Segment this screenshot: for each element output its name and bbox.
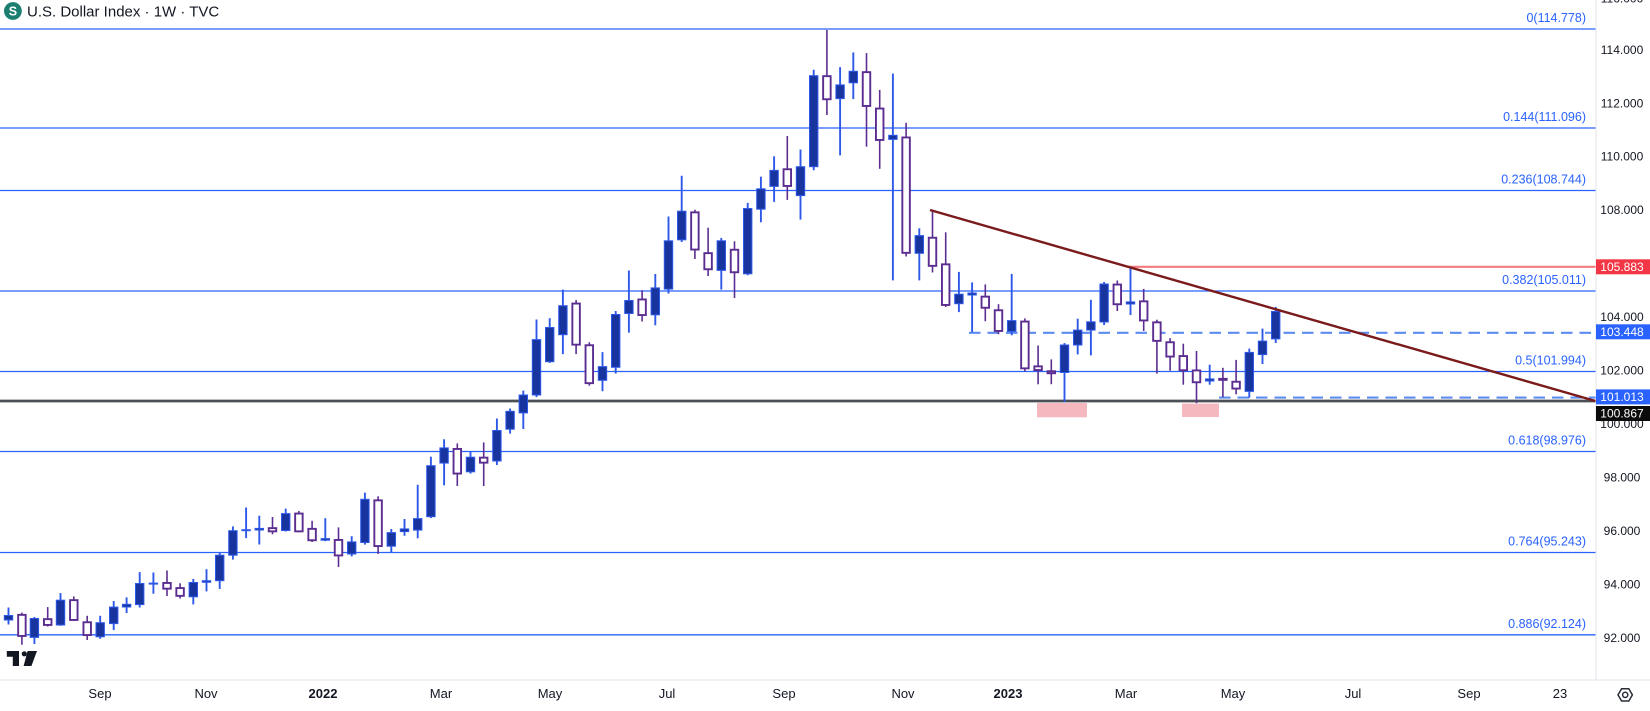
- svg-text:101.013: 101.013: [1600, 390, 1644, 404]
- svg-text:94.000: 94.000: [1604, 577, 1641, 591]
- svg-text:0.144(111.096): 0.144(111.096): [1503, 110, 1586, 124]
- svg-text:0.764(95.243): 0.764(95.243): [1508, 535, 1586, 549]
- svg-text:116.000: 116.000: [1601, 0, 1644, 6]
- svg-text:112.000: 112.000: [1601, 96, 1644, 110]
- svg-text:104.000: 104.000: [1600, 310, 1644, 324]
- svg-text:U.S. Dollar Index · 1W · TVC: U.S. Dollar Index · 1W · TVC: [27, 3, 219, 20]
- svg-text:Sep: Sep: [1457, 686, 1480, 701]
- svg-text:2022: 2022: [309, 686, 338, 701]
- svg-text:May: May: [1221, 686, 1246, 701]
- svg-text:92.000: 92.000: [1604, 631, 1641, 645]
- svg-text:23: 23: [1553, 686, 1567, 701]
- svg-text:0.5(101.994): 0.5(101.994): [1515, 354, 1586, 368]
- svg-text:0.886(92.124): 0.886(92.124): [1508, 617, 1586, 631]
- svg-text:0(114.778): 0(114.778): [1526, 11, 1586, 25]
- svg-text:0.382(105.011): 0.382(105.011): [1502, 273, 1586, 287]
- svg-text:110.000: 110.000: [1601, 150, 1644, 164]
- svg-text:Mar: Mar: [430, 686, 453, 701]
- svg-text:108.000: 108.000: [1600, 203, 1644, 217]
- svg-text:Mar: Mar: [1115, 686, 1138, 701]
- svg-text:May: May: [538, 686, 563, 701]
- svg-text:Sep: Sep: [88, 686, 111, 701]
- svg-text:Nov: Nov: [194, 686, 218, 701]
- svg-text:S: S: [9, 4, 17, 18]
- svg-text:105.883: 105.883: [1600, 260, 1644, 274]
- svg-text:114.000: 114.000: [1601, 43, 1644, 57]
- svg-text:Sep: Sep: [772, 686, 795, 701]
- svg-text:103.448: 103.448: [1600, 325, 1644, 339]
- svg-text:0.236(108.744): 0.236(108.744): [1501, 173, 1586, 187]
- svg-text:Nov: Nov: [891, 686, 915, 701]
- svg-text:0.618(98.976): 0.618(98.976): [1508, 434, 1586, 448]
- svg-text:2023: 2023: [994, 686, 1023, 701]
- svg-text:100.867: 100.867: [1600, 407, 1644, 421]
- svg-text:98.000: 98.000: [1604, 471, 1641, 485]
- svg-text:Jul: Jul: [659, 686, 676, 701]
- svg-text:96.000: 96.000: [1604, 524, 1641, 538]
- svg-text:Jul: Jul: [1345, 686, 1362, 701]
- svg-text:102.000: 102.000: [1600, 364, 1644, 378]
